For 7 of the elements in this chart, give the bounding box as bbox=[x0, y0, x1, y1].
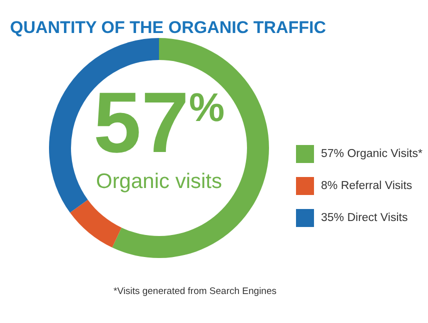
text: *Visits generated from Search Engines bbox=[112, 286, 278, 297]
chart-title: QUANTITY OF THE ORGANIC TRAFFIC bbox=[10, 18, 326, 38]
text: 57% bbox=[92, 75, 226, 171]
text: Organic visits bbox=[94, 170, 224, 194]
legend-label: 57% Organic Visits* bbox=[321, 148, 422, 160]
legend-label: 35% Direct Visits bbox=[321, 212, 408, 224]
legend-label: 8% Referral Visits bbox=[321, 180, 412, 192]
